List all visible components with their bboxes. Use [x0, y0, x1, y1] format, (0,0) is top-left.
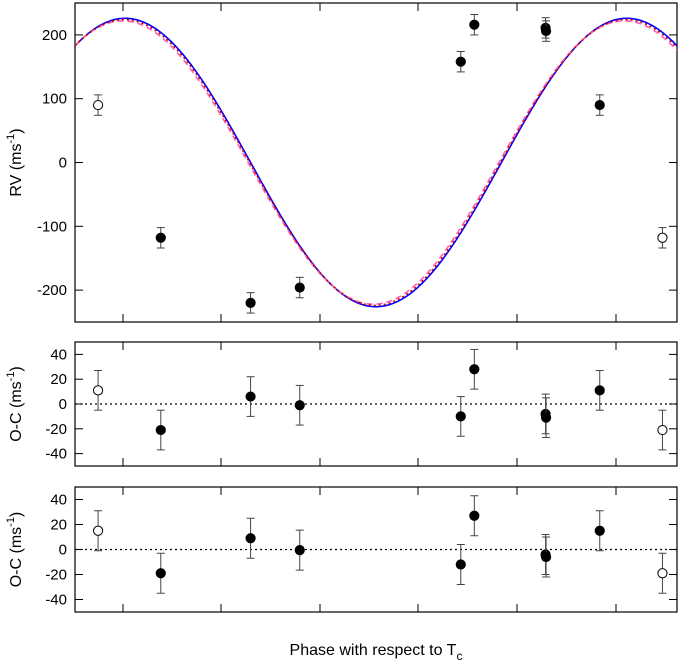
x-axis-label-text: Phase with respect to T — [290, 642, 457, 659]
model-curve-solid — [75, 17, 677, 308]
data-point-filled — [540, 412, 552, 423]
data-point-filled — [455, 559, 466, 570]
data-point-filled — [155, 232, 166, 243]
plot-frame — [74, 2, 678, 323]
y-axis-label-end: ) — [8, 128, 25, 133]
y-axis-label: O-C (ms-1) — [5, 366, 25, 442]
y-axis-label-sup: -1 — [5, 134, 17, 144]
plot-area — [75, 495, 677, 594]
data-point-filled — [469, 19, 480, 30]
panel-rv: 200 100 0 -100 -200 RV (ms-1) — [5, 2, 678, 323]
data-point-filled — [540, 551, 552, 563]
data-point-filled — [594, 385, 605, 396]
x-axis-label: Phase with respect to Tc — [290, 642, 463, 663]
data-point-filled — [155, 568, 166, 579]
y-axis-label-text: O-C (ms — [8, 381, 25, 441]
y-tick-label: 40 — [50, 492, 67, 509]
y-tick-label: -40 — [45, 592, 67, 609]
data-point-filled — [245, 533, 256, 544]
data-point-filled — [155, 424, 166, 436]
y-tick-label: -20 — [45, 567, 67, 584]
y-tick-label: 0 — [59, 155, 67, 172]
data-point-open — [657, 568, 668, 579]
data-point-filled — [294, 400, 305, 411]
data-point-filled — [469, 364, 480, 375]
y-axis-label-sup: -1 — [5, 372, 17, 382]
panel-oc2: 40 20 0 -20 -40 O-C (ms-1) Phase with respect … — [5, 486, 678, 663]
y-axis-label-end: ) — [8, 366, 25, 371]
y-tick-label: 40 — [50, 346, 67, 363]
plot-area — [75, 13, 677, 314]
data-point-filled — [594, 99, 605, 111]
y-axis-label-end: ) — [8, 512, 25, 517]
y-tick-label: 200 — [42, 27, 67, 44]
data-point-filled — [455, 411, 466, 422]
y-axis-label-text: RV (ms — [8, 144, 25, 197]
data-point-open — [92, 99, 104, 111]
plot-area — [75, 348, 677, 451]
data-point-filled — [294, 545, 305, 556]
y-tick-label: -200 — [37, 282, 67, 299]
data-point-filled — [540, 25, 552, 37]
model-curve-dashed — [75, 20, 677, 305]
data-point-filled — [245, 297, 256, 308]
y-tick-label: -20 — [45, 421, 67, 438]
y-tick-label: -100 — [37, 218, 67, 235]
x-axis-label-sub: c — [456, 649, 462, 663]
data-point-filled — [469, 510, 480, 521]
data-point-filled — [245, 391, 256, 402]
panel-oc1: 40 20 0 -20 -40 O-C (ms-1) — [5, 341, 678, 467]
y-tick-label: 20 — [50, 371, 67, 388]
y-tick-label: 0 — [59, 396, 67, 413]
y-tick-label: 20 — [50, 517, 67, 534]
data-point-open — [92, 525, 104, 536]
data-point-open — [657, 232, 668, 243]
model-curve-dotted — [75, 18, 677, 307]
y-axis-label-sup: -1 — [5, 517, 17, 527]
y-axis-label-text: O-C (ms — [8, 527, 25, 587]
y-axis-label: RV (ms-1) — [5, 128, 25, 196]
y-tick-label: 0 — [59, 542, 67, 559]
y-tick-label: -40 — [45, 446, 67, 463]
data-point-open — [657, 424, 668, 436]
y-axis-label: O-C (ms-1) — [5, 512, 25, 588]
data-point-filled — [455, 56, 466, 67]
data-point-open — [92, 385, 104, 396]
y-tick-label: 100 — [42, 91, 67, 108]
data-point-filled — [294, 282, 305, 293]
data-point-filled — [594, 525, 605, 536]
